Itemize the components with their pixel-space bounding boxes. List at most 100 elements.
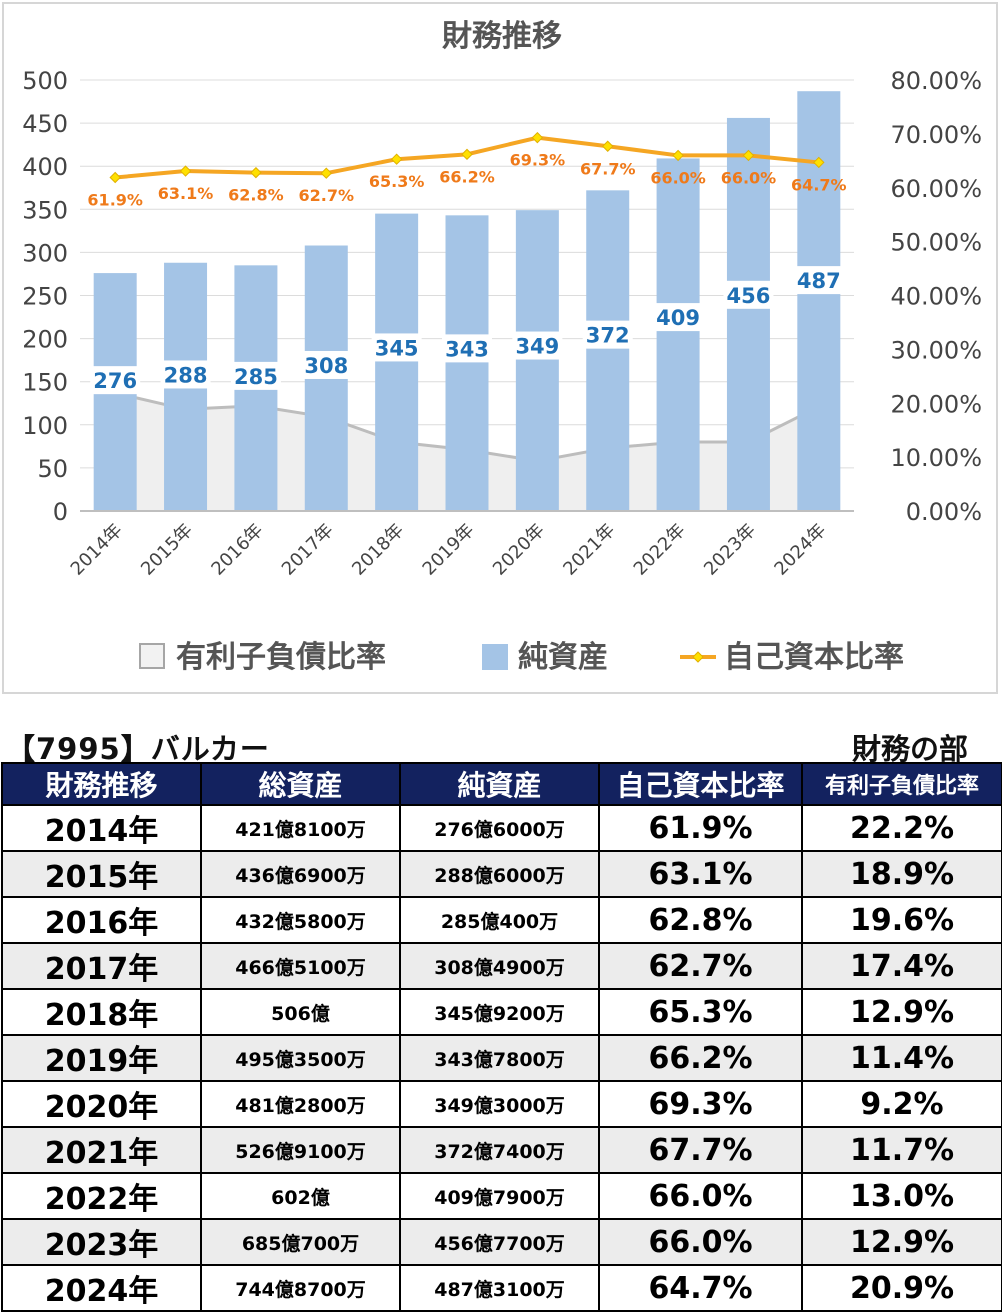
line-marker	[320, 167, 332, 179]
bar-label-bg	[582, 320, 633, 349]
bar-label-bg	[301, 350, 352, 379]
x-tick-label: 2015年	[137, 520, 197, 580]
x-tick-label: 2016年	[207, 520, 267, 580]
bar	[586, 190, 630, 511]
cell-total-assets: 744億8700万	[200, 1264, 401, 1312]
y2-tick-label: 30.00%	[890, 336, 982, 364]
cell-net-assets: 456億7700万	[399, 1218, 600, 1266]
cell-debt-ratio: 9.2%	[801, 1080, 1002, 1128]
y-tick-label: 50	[37, 455, 68, 483]
y2-tick-label: 10.00%	[890, 444, 982, 472]
legend-label-net-assets: 純資産	[518, 640, 608, 675]
cell-debt-ratio: 11.7%	[801, 1126, 1002, 1174]
y-tick-label: 500	[22, 67, 68, 95]
bar-label-bg	[371, 333, 422, 362]
cell-total-assets: 432億5800万	[200, 896, 401, 944]
cell-equity-ratio: 62.8%	[598, 896, 803, 944]
y-tick-label: 0	[53, 498, 68, 526]
cell-equity-ratio: 66.0%	[598, 1172, 803, 1220]
cell-equity-ratio: 69.3%	[598, 1080, 803, 1128]
line-marker	[179, 165, 192, 177]
cell-equity-ratio: 61.9%	[598, 804, 803, 852]
cell-year: 2016年	[1, 896, 202, 944]
cell-debt-ratio: 12.9%	[801, 1218, 1002, 1266]
bar	[445, 215, 489, 512]
line-marker	[109, 171, 121, 184]
legend-label-equity-ratio: 自己資本比率	[724, 640, 904, 675]
bar-data-label: 285	[234, 365, 278, 389]
line-data-label: 66.0%	[721, 168, 777, 187]
cell-total-assets: 421億8100万	[200, 804, 401, 852]
x-tick-label: 2020年	[489, 520, 549, 580]
table-row: 2020年 481億2800万 349億3000万 69.3% 9.2%	[1, 1080, 1002, 1128]
financial-table: 財務推移 総資産 純資産 自己資本比率 有利子負債比率 2014年 421億810…	[1, 762, 1002, 1312]
line-marker	[672, 149, 684, 162]
cell-year: 2015年	[1, 850, 202, 898]
cell-year: 2014年	[1, 804, 202, 852]
cell-year: 2020年	[1, 1080, 202, 1128]
bar-data-label: 349	[515, 335, 559, 359]
line-data-label: 65.3%	[369, 172, 425, 191]
line-data-label: 66.2%	[439, 167, 495, 186]
y-tick-label: 400	[22, 153, 68, 181]
bar-label-bg	[90, 366, 141, 395]
cell-total-assets: 481億2800万	[200, 1080, 401, 1128]
y2-tick-label: 60.00%	[890, 175, 982, 203]
x-tick-label: 2017年	[278, 520, 338, 580]
bar-data-label: 409	[656, 306, 700, 330]
y-tick-label: 150	[22, 369, 68, 397]
y-tick-label: 300	[22, 239, 68, 267]
table-row: 2021年 526億9100万 372億7400万 67.7% 11.7%	[1, 1126, 1002, 1174]
cell-net-assets: 343億7800万	[399, 1034, 600, 1082]
y2-tick-label: 70.00%	[890, 121, 982, 149]
x-tick-label: 2022年	[630, 520, 690, 580]
cell-net-assets: 349億3000万	[399, 1080, 600, 1128]
cell-debt-ratio: 18.9%	[801, 850, 1002, 898]
bar	[375, 213, 419, 512]
cell-total-assets: 685億700万	[200, 1218, 401, 1266]
cell-debt-ratio: 12.9%	[801, 988, 1002, 1036]
cell-net-assets: 487億3100万	[399, 1264, 600, 1312]
bar-label-bg	[653, 303, 704, 332]
table-row: 2017年 466億5100万 308億4900万 62.7% 17.4%	[1, 942, 1002, 990]
line-data-label: 62.7%	[299, 186, 355, 205]
line-data-label: 61.9%	[87, 191, 143, 210]
bar-data-label: 343	[445, 337, 489, 361]
bar	[797, 91, 841, 512]
cell-debt-ratio: 11.4%	[801, 1034, 1002, 1082]
cell-year: 2021年	[1, 1126, 202, 1174]
col-header-debt-ratio: 有利子負債比率	[801, 762, 1002, 806]
chart-container: 財務推移 500 450 400 350 300 250 200 150 100 50 0 80.00%…	[2, 2, 998, 694]
col-header-period: 財務推移	[1, 762, 202, 806]
line-data-label: 69.3%	[510, 151, 566, 170]
x-tick-label: 2019年	[419, 520, 479, 580]
table-row: 2022年 602億 409億7900万 66.0% 13.0%	[1, 1172, 1002, 1220]
cell-debt-ratio: 17.4%	[801, 942, 1002, 990]
cell-equity-ratio: 63.1%	[598, 850, 803, 898]
cell-total-assets: 526億9100万	[200, 1126, 401, 1174]
cell-total-assets: 602億	[200, 1172, 401, 1220]
table-row: 2018年 506億 345億9200万 65.3% 12.9%	[1, 988, 1002, 1036]
legend-label-debt-ratio: 有利子負債比率	[176, 640, 386, 675]
table-row: 2024年 744億8700万 487億3100万 64.7% 20.9%	[1, 1264, 1002, 1312]
bar-data-label: 288	[164, 363, 208, 387]
bar-label-bg	[230, 361, 281, 390]
line-marker	[390, 153, 403, 165]
legend-swatch-net-assets	[482, 644, 508, 670]
line-marker	[602, 140, 614, 152]
y-tick-label: 350	[22, 196, 68, 224]
col-header-total-assets: 総資産	[200, 762, 401, 806]
cell-year: 2022年	[1, 1172, 202, 1220]
line-marker	[250, 166, 262, 179]
bar-data-label: 276	[93, 369, 137, 393]
cell-net-assets: 285億400万	[399, 896, 600, 944]
x-tick-label: 2014年	[67, 520, 127, 580]
cell-net-assets: 308億4900万	[399, 942, 600, 990]
financial-chart: 財務推移50045040035030025020015010050080.00%…	[22, 19, 982, 675]
cell-net-assets: 288億6000万	[399, 850, 600, 898]
bar-data-label: 372	[586, 324, 630, 348]
cell-total-assets: 466億5100万	[200, 942, 401, 990]
cell-net-assets: 276億6000万	[399, 804, 600, 852]
line-marker	[461, 148, 473, 161]
cell-equity-ratio: 67.7%	[598, 1126, 803, 1174]
